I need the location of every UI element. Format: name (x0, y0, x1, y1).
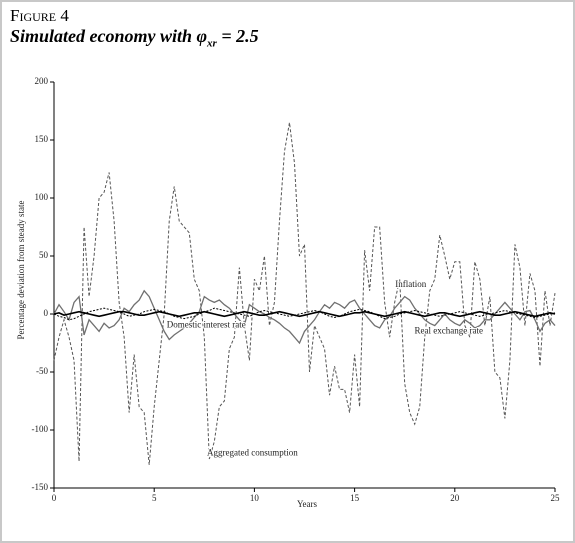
x-tick-label: 5 (152, 493, 157, 503)
y-axis-label: Percentage deviation from steady state (16, 201, 26, 340)
annotation: Domestic interest rate (167, 320, 246, 330)
subtitle-text: Simulated economy with φ (10, 26, 208, 46)
x-axis-label: Years (297, 499, 318, 509)
y-tick-label: -100 (32, 424, 49, 434)
y-tick-label: 200 (35, 76, 49, 86)
subtitle-text: = 2.5 (216, 26, 259, 46)
x-tick-label: 25 (551, 493, 561, 503)
y-tick-label: 100 (35, 192, 49, 202)
y-tick-label: -50 (36, 366, 48, 376)
chart-subtitle: Simulated economy with φxr = 2.5 (10, 26, 259, 50)
series-line (53, 310, 556, 318)
series-line (53, 289, 556, 345)
x-tick-label: 0 (52, 493, 57, 503)
y-tick-label: 150 (35, 134, 49, 144)
chart-title: Figure 4 (10, 6, 69, 25)
y-tick-label: -150 (32, 482, 49, 492)
series-line (53, 122, 556, 465)
annotation: Real exchange rate (415, 325, 483, 335)
y-tick-label: 0 (44, 308, 49, 318)
subtitle-sub: xr (207, 37, 217, 50)
annotation: Inflation (395, 279, 426, 289)
x-tick-label: 20 (450, 493, 460, 503)
series-line (53, 307, 556, 321)
annotation: Aggregated consumption (207, 447, 298, 457)
y-tick-label: 50 (39, 250, 49, 260)
x-tick-label: 15 (350, 493, 360, 503)
x-tick-label: 10 (250, 493, 260, 503)
